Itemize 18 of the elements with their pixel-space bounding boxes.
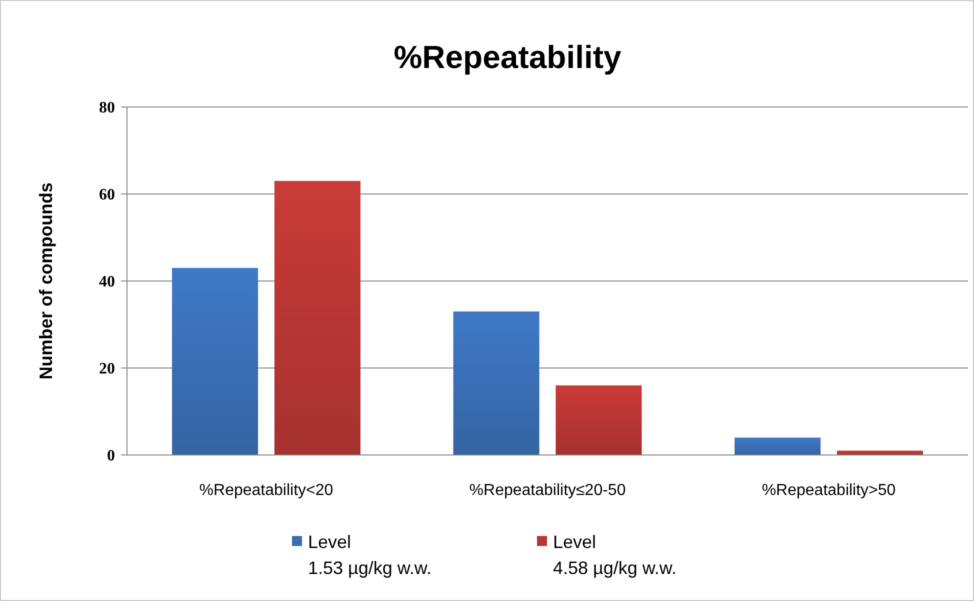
x-tick-label: %Repeatability>50 [762,482,896,499]
bar [453,311,540,455]
bar [734,438,821,455]
bar [556,385,642,455]
legend-label: Level 1.53 µg/kg w.w. [308,532,432,578]
legend-label: Level 4.58 µg/kg w.w. [553,532,676,578]
x-tick-label: %Repeatability≤20-50 [469,482,626,499]
chart-title: %Repeatability [394,39,622,75]
bar [836,450,923,455]
y-axis-title: Number of compounds [36,182,56,380]
y-tick-label: 80 [99,100,115,117]
y-tick-label: 20 [99,360,115,378]
bar [274,180,360,455]
y-tick-label: 0 [107,448,115,465]
y-tick-label: 40 [99,274,115,291]
x-tick-label: %Repeatability<20 [199,482,334,499]
bar [172,268,258,455]
y-tick-label: 60 [99,186,115,204]
